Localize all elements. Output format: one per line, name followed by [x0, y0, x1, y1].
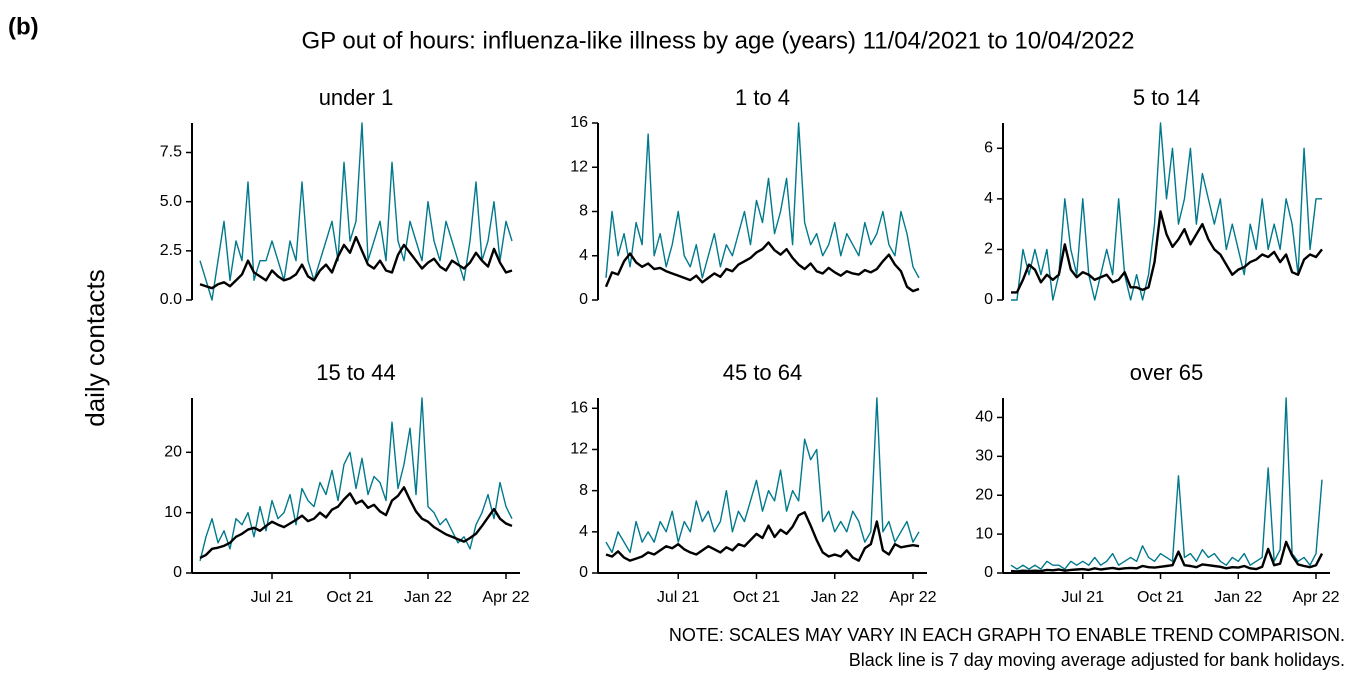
x-tick-label: Apr 22	[889, 589, 936, 606]
raw-line	[1010, 397, 1323, 570]
raw-line	[199, 122, 513, 301]
panel-title: 5 to 14	[1133, 85, 1200, 110]
raw-line	[605, 122, 920, 279]
y-tick-label: 2	[984, 241, 993, 258]
panel-title: 15 to 44	[316, 360, 396, 385]
x-tick-label: Jul 21	[251, 589, 294, 606]
y-tick-label: 2.5	[160, 242, 182, 259]
panel-title: 1 to 4	[735, 85, 790, 110]
panel-label: (b)	[8, 13, 39, 40]
x-tick-label: Jul 21	[657, 589, 700, 606]
y-tick-label: 12	[570, 158, 588, 175]
panel-title: 45 to 64	[723, 360, 803, 385]
x-tick-label: Apr 22	[482, 589, 529, 606]
average-line	[604, 241, 920, 293]
y-tick-label: 4	[579, 247, 588, 264]
average-line	[605, 511, 920, 562]
raw-line	[199, 397, 513, 562]
raw-line	[605, 397, 920, 554]
y-tick-label: 8	[579, 482, 588, 499]
x-tick-label: Jan 22	[811, 589, 859, 606]
y-tick-label: 0	[579, 564, 588, 581]
panel-title: over 65	[1130, 360, 1203, 385]
y-tick-label: 0	[984, 291, 993, 308]
figure-title: GP out of hours: influenza-like illness …	[302, 27, 1135, 54]
note: NOTE: SCALES MAY VARY IN EACH GRAPH TO E…	[669, 625, 1345, 645]
x-tick-label: Oct 21	[1137, 589, 1184, 606]
y-tick-label: 4	[579, 523, 588, 540]
average-line	[199, 486, 513, 559]
y-axis-label: daily contacts	[80, 269, 110, 427]
panel-title: under 1	[319, 85, 394, 110]
y-tick-label: 0	[984, 564, 993, 581]
x-tick-label: Jan 22	[404, 589, 452, 606]
average-line	[1010, 540, 1324, 573]
x-tick-label: Jul 21	[1061, 589, 1104, 606]
y-tick-label: 30	[975, 448, 993, 465]
x-tick-label: Oct 21	[733, 589, 780, 606]
y-tick-label: 16	[570, 400, 588, 417]
y-tick-label: 0	[579, 291, 588, 308]
y-tick-label: 12	[570, 441, 588, 458]
y-tick-label: 0.0	[160, 291, 182, 308]
x-tick-label: Apr 22	[1292, 589, 1339, 606]
raw-line	[1011, 122, 1322, 301]
y-tick-label: 20	[164, 444, 182, 461]
x-tick-label: Jan 22	[1214, 589, 1262, 606]
y-tick-label: 4	[984, 190, 993, 207]
average-line	[1011, 210, 1323, 294]
y-tick-label: 10	[975, 525, 993, 542]
y-tick-label: 40	[975, 409, 993, 426]
x-tick-label: Oct 21	[326, 589, 373, 606]
y-tick-label: 10	[164, 504, 182, 521]
y-tick-label: 0	[173, 564, 182, 581]
note: Black line is 7 day moving average adjus…	[849, 650, 1345, 670]
y-tick-label: 20	[975, 486, 993, 503]
y-tick-label: 8	[579, 203, 588, 220]
y-tick-label: 16	[570, 114, 588, 131]
y-tick-label: 6	[984, 140, 993, 157]
y-tick-label: 7.5	[160, 144, 182, 161]
y-tick-label: 5.0	[160, 193, 182, 210]
average-line	[199, 235, 513, 290]
